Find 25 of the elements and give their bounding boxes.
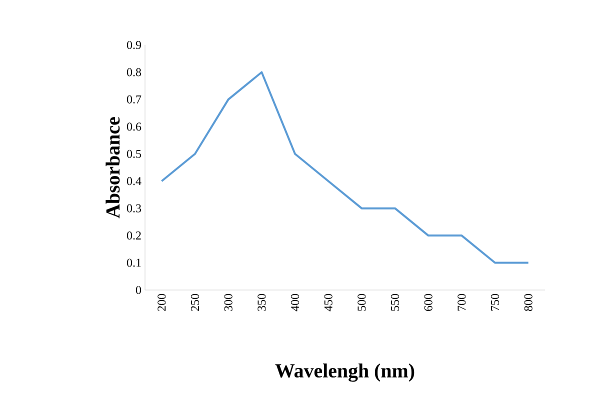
x-tick-label: 600 <box>424 294 432 311</box>
x-tick-label: 450 <box>324 294 332 312</box>
y-tick-label: 0.9 <box>126 40 141 50</box>
y-tick-label: 0.4 <box>126 177 142 186</box>
x-tick-label: 500 <box>358 294 366 311</box>
line-series <box>160 71 530 264</box>
x-tick-label: 800 <box>524 294 532 311</box>
x-tick-label: 200 <box>158 294 166 311</box>
x-tick-label: 350 <box>258 294 266 311</box>
y-tick-label: 0.2 <box>126 231 141 240</box>
y-tick-label: 0.8 <box>126 68 142 76</box>
x-tick-label: 250 <box>190 294 200 311</box>
x-tick-label: 550 <box>390 294 400 311</box>
y-tick-label: 0.7 <box>126 95 142 104</box>
x-tick-label: 700 <box>458 294 466 311</box>
y-tick-label: 0 <box>136 286 142 294</box>
y-axis-title: Absorbance <box>106 117 120 218</box>
y-tick-label: 0.6 <box>126 122 142 131</box>
y-tick-label: 0.3 <box>126 204 142 212</box>
y-tick-label: 0.5 <box>126 150 142 158</box>
x-tick-label: 750 <box>490 294 500 311</box>
y-tick-label: 0.1 <box>126 258 141 267</box>
x-tick-label: 300 <box>224 294 232 311</box>
x-axis-title: Wavelengh (nm) <box>275 364 414 382</box>
x-tick-label: 400 <box>290 294 300 312</box>
